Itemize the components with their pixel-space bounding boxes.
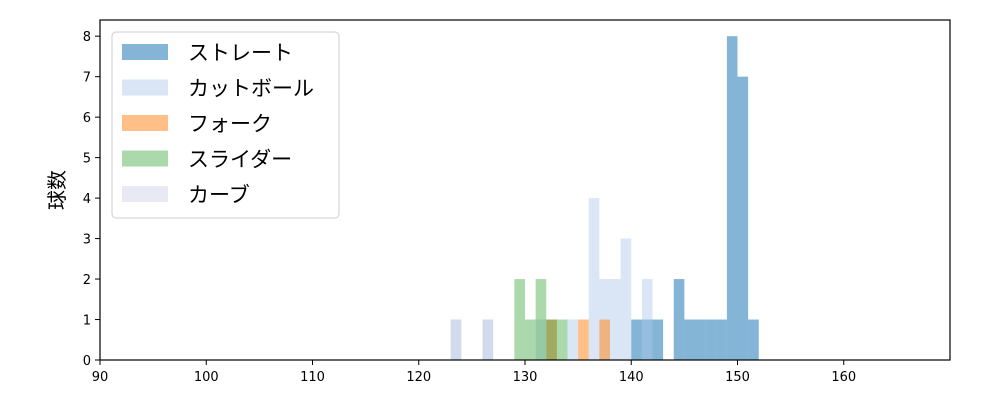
legend-label: フォーク: [188, 112, 272, 136]
bar-series-0-bin-0: [631, 319, 642, 360]
bar-series-0-bin-2: [652, 319, 664, 360]
bars-layer: [450, 36, 759, 361]
y-tick-label: 1: [83, 314, 91, 329]
y-tick-label: 0: [83, 354, 91, 369]
x-tick-label: 140: [619, 370, 644, 385]
bar-series-2-bin-0: [546, 319, 557, 360]
bar-series-0-bin-6: [705, 319, 717, 360]
x-tick-label: 120: [406, 370, 431, 385]
y-axis-label: 球数: [45, 170, 69, 210]
y-tick-label: 7: [83, 71, 91, 86]
bar-series-3-bin-2: [535, 279, 547, 360]
x-tick-label: 90: [92, 370, 109, 385]
bar-series-0-bin-5: [695, 319, 706, 360]
bar-series-0-bin-9: [737, 76, 749, 361]
y-tick-label: 6: [83, 111, 91, 126]
legend-swatch: [122, 44, 168, 60]
y-tick-label: 2: [83, 273, 91, 288]
legend-swatch: [122, 115, 168, 131]
x-axis-ticks: 90 100 110 120 130 140 150 160: [92, 360, 856, 385]
bar-series-1-bin-2: [535, 319, 547, 360]
y-tick-label: 8: [83, 30, 91, 45]
legend-label: ストレート: [188, 41, 293, 65]
bar-series-1-bin-7: [610, 279, 621, 360]
y-tick-label: 5: [83, 152, 91, 167]
bar-series-1-bin-9: [641, 279, 653, 360]
legend-box: [111, 31, 340, 219]
legend-label: カットボール: [188, 77, 314, 101]
x-tick-label: 100: [194, 370, 219, 385]
bar-series-2-bin-1: [578, 319, 589, 360]
bar-series-1-bin-1: [482, 319, 494, 360]
bar-series-2-bin-2: [599, 319, 610, 360]
x-tick-label: 150: [725, 370, 750, 385]
legend-label: カーブ: [188, 183, 250, 207]
y-axis-ticks: 0 1 2 3 4 5 6 7 8: [83, 30, 100, 369]
legend-swatch: [122, 150, 168, 167]
bar-series-1-bin-0: [450, 319, 462, 360]
bar-series-0-bin-8: [726, 36, 738, 360]
bar-series-0-bin-3: [673, 279, 685, 360]
y-tick-label: 3: [83, 233, 91, 248]
bar-series-3-bin-0: [514, 279, 525, 360]
bar-series-1-bin-4: [567, 319, 579, 360]
bar-series-0-bin-1: [641, 319, 653, 360]
legend-swatch: [122, 186, 168, 202]
bar-series-3-bin-4: [556, 319, 568, 360]
legend-label: スライダー: [188, 148, 292, 172]
x-tick-label: 110: [300, 370, 325, 385]
x-tick-label: 160: [831, 370, 856, 385]
y-tick-label: 4: [83, 192, 91, 207]
bar-series-1-bin-5: [588, 198, 600, 360]
bar-series-4-bin-1: [482, 319, 494, 360]
bar-series-3-bin-3: [546, 319, 557, 360]
bar-series-3-bin-1: [525, 319, 536, 360]
legend-swatch: [122, 79, 168, 96]
bar-series-0-bin-10: [748, 319, 759, 360]
bar-series-1-bin-8: [620, 238, 632, 360]
bar-series-0-bin-7: [716, 319, 727, 360]
bar-series-0-bin-4: [684, 319, 695, 360]
x-tick-label: 130: [513, 370, 538, 385]
bar-series-4-bin-0: [450, 319, 462, 360]
